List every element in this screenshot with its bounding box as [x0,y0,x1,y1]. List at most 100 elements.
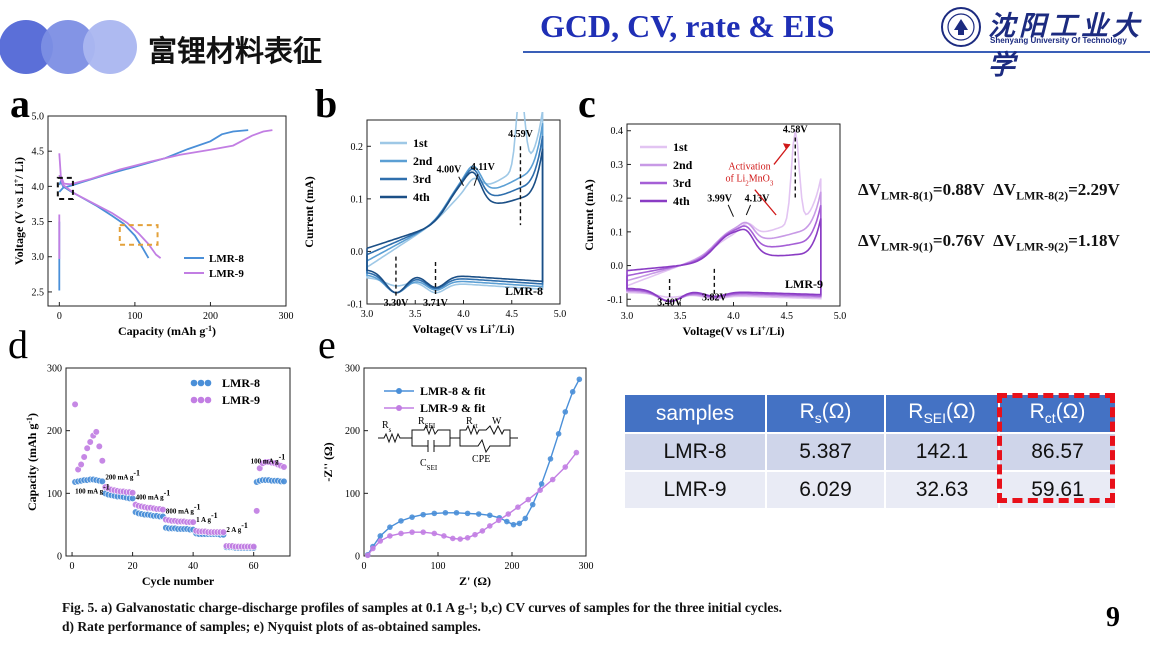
cv-cycle-3rd [626,205,822,303]
cv-cycle-2nd [626,191,822,302]
data-point [377,533,384,539]
data-point [86,438,94,446]
panel-label-d: d [8,322,28,367]
legend-label: 4th [413,190,430,204]
legend-label: 2nd [413,154,433,168]
legend-label: 1st [413,136,428,150]
data-point [431,510,438,517]
caption-line-2: d) Rate performance of samples; e) Nyqui… [62,619,481,634]
data-point [387,533,393,539]
y-axis-label: Capacity (mAh g-1) [25,413,40,511]
data-point [479,528,486,534]
x-tick-label: 5.0 [834,311,847,322]
data-point [71,400,79,408]
data-point [562,464,569,470]
legend-marker [190,379,198,387]
data-point [409,514,415,520]
cv-cycle-4th [366,148,544,294]
data-point [504,518,510,525]
fit-line-LMR-9 & fit [367,452,577,556]
rate-label: 100 mA g-1 [251,452,286,466]
y-axis-label: -Z'' (Ω) [321,442,335,481]
plot-frame [363,367,587,557]
data-point [505,511,512,517]
rate-label: 400 mA g-1 [136,488,171,502]
y-tick-label: 2.5 [32,287,45,298]
legend-label: 3rd [413,172,431,186]
x-tick-label: 300 [579,561,594,572]
peak-label: 4.11V [471,162,496,173]
data-point [128,489,137,497]
y-tick-label: 3.5 [32,217,45,228]
data-point [280,463,288,471]
data-point [457,536,463,542]
activation-label: Activation [728,162,770,173]
x-tick-label: 100 [127,311,142,322]
circuit-label-rsei: RSEI [418,416,436,430]
y-tick-label: 4.5 [32,147,45,158]
chart-b-cv-lmr8: 3.0 3.5 4.0 4.5 5.0 -0.1 0.0 0.1 0.2 1st 2nd 3rd 4th… [302,112,567,337]
chart-c-cv-lmr9: 3.0 3.5 4.0 4.5 5.0 -0.1 0.0 0.1 0.2 0.3 0.4 1st 2nd… [582,123,847,339]
cv-cycle-3rd [366,135,544,294]
data-point [562,409,569,415]
x-tick-label: 300 [279,311,294,322]
data-point [472,531,478,538]
circuit-label-csei: CSEI [420,458,438,472]
data-point [464,535,471,541]
data-point [450,535,456,542]
chart-e-nyquist: 0 100 200 300 0 100 200 300 LMR-8 & fit LMR-9 & f… [321,364,594,589]
figure-caption: Fig. 5. a) Galvanostatic charge-discharg… [62,598,782,636]
y-tick-label: 0.2 [611,194,624,205]
data-point [189,518,197,526]
legend-marker [396,388,402,394]
y-tick-label: 100 [47,489,62,500]
y-tick-label: 200 [345,426,360,437]
sample-label: LMR-9 [785,277,823,291]
legend-label: LMR-9 [209,268,244,280]
x-tick-label: 3.0 [621,311,634,322]
rct-highlight-box [997,393,1115,503]
legend-label: 1st [673,140,688,154]
data-point [464,510,471,517]
series-LMR-9-charge [58,129,273,186]
cv-cycle-2nd [366,123,544,294]
zoom-box-discharge [118,224,159,246]
data-point [83,444,91,452]
y-tick-label: 5.0 [32,112,45,123]
header-divider [523,51,1150,53]
y-tick-label: 0.1 [351,194,364,205]
data-point [529,501,536,508]
peak-arrow [745,204,752,216]
header-decoration [0,20,137,74]
data-point [159,506,167,514]
x-tick-label: 3.0 [361,309,374,320]
data-point [569,389,576,395]
y-tick-label: 0.3 [611,160,624,171]
header-rs: Rs(Ω) [766,395,886,433]
data-point [219,528,228,536]
x-axis-label: Voltage(V vs Li+/Li) [683,324,785,339]
peak-arrow [727,204,734,217]
circuit-label-cpe: CPE [472,454,490,465]
data-point [95,442,103,450]
resistor-rs [378,432,412,444]
data-point [441,533,447,539]
x-axis-label: Voltage(V vs Li+/Li) [413,322,515,337]
data-point [250,543,258,551]
peak-label: 4.59V [508,129,534,140]
header-samples: samples [625,395,767,433]
y-tick-label: 0 [355,552,360,563]
delta-v-lmr9: ΔVLMR-9(1)=0.76V ΔVLMR-9(2)=1.18V [858,231,1120,254]
rsei-c-sei [411,424,451,452]
data-point [487,523,493,529]
x-tick-label: 5.0 [554,309,567,320]
x-tick-label: 200 [505,561,520,572]
peak-label: 3.30V [384,298,410,309]
cell-sample: LMR-9 [625,470,767,508]
plot-frame [65,367,291,557]
cell-rs: 5.387 [766,432,886,471]
y-tick-label: 0.4 [611,126,624,137]
page-title: 富锂材料表征 [148,34,323,68]
data-point [98,457,106,465]
caption-line-1: Fig. 5. a) Galvanostatic charge-discharg… [62,600,782,615]
